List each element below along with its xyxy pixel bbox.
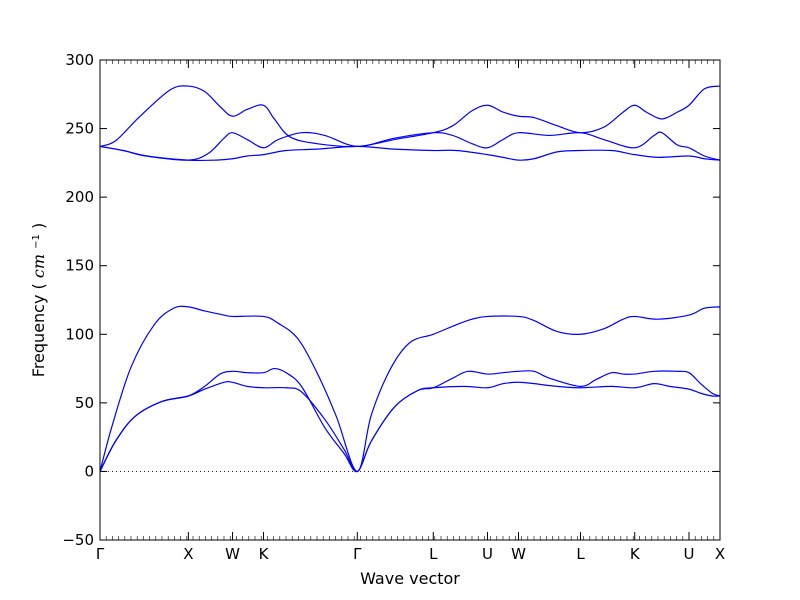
y-tick-label: −50 [62, 531, 94, 549]
phonon-branch-3 [99, 305, 721, 473]
x-tick-label: X [715, 545, 725, 563]
y-tick-label: 300 [65, 51, 94, 69]
y-tick-label: 0 [84, 462, 94, 480]
x-tick-label: K [259, 545, 270, 563]
y-tick-label: 150 [65, 257, 94, 275]
y-tick-label: 100 [65, 325, 94, 343]
y-axis-label-paren-close: ) [29, 223, 48, 229]
x-tick-label: Γ [96, 545, 105, 563]
phonon-branch-2 [99, 367, 721, 473]
y-axis-label-text: Frequency [29, 295, 48, 378]
x-tick-label: U [684, 545, 695, 563]
x-tick-label: U [482, 545, 493, 563]
x-tick-label: W [225, 545, 240, 563]
y-axis-label-paren-open: ( [29, 283, 48, 289]
x-tick-label: L [429, 545, 438, 563]
x-tick-label: Γ [353, 545, 362, 563]
phonon-branch-6 [99, 85, 721, 148]
y-axis-label-unit-exponent: −1 [31, 234, 42, 249]
x-tick-label: X [183, 545, 193, 563]
y-tick-label: 250 [65, 120, 94, 138]
y-axis-label: Frequency ( cm −1 ) [29, 223, 48, 377]
plot-frame [99, 59, 721, 541]
y-tick-label: 50 [75, 394, 94, 412]
y-axis-label-unit: cm [29, 254, 48, 278]
x-tick-label: K [630, 545, 641, 563]
phonon-branch-5 [99, 131, 721, 161]
x-tick-label: L [576, 545, 585, 563]
x-axis-label: Wave vector [360, 569, 460, 588]
y-tick-label: 200 [65, 188, 94, 206]
phonon-branch-4 [99, 145, 721, 162]
x-tick-label: W [511, 545, 526, 563]
